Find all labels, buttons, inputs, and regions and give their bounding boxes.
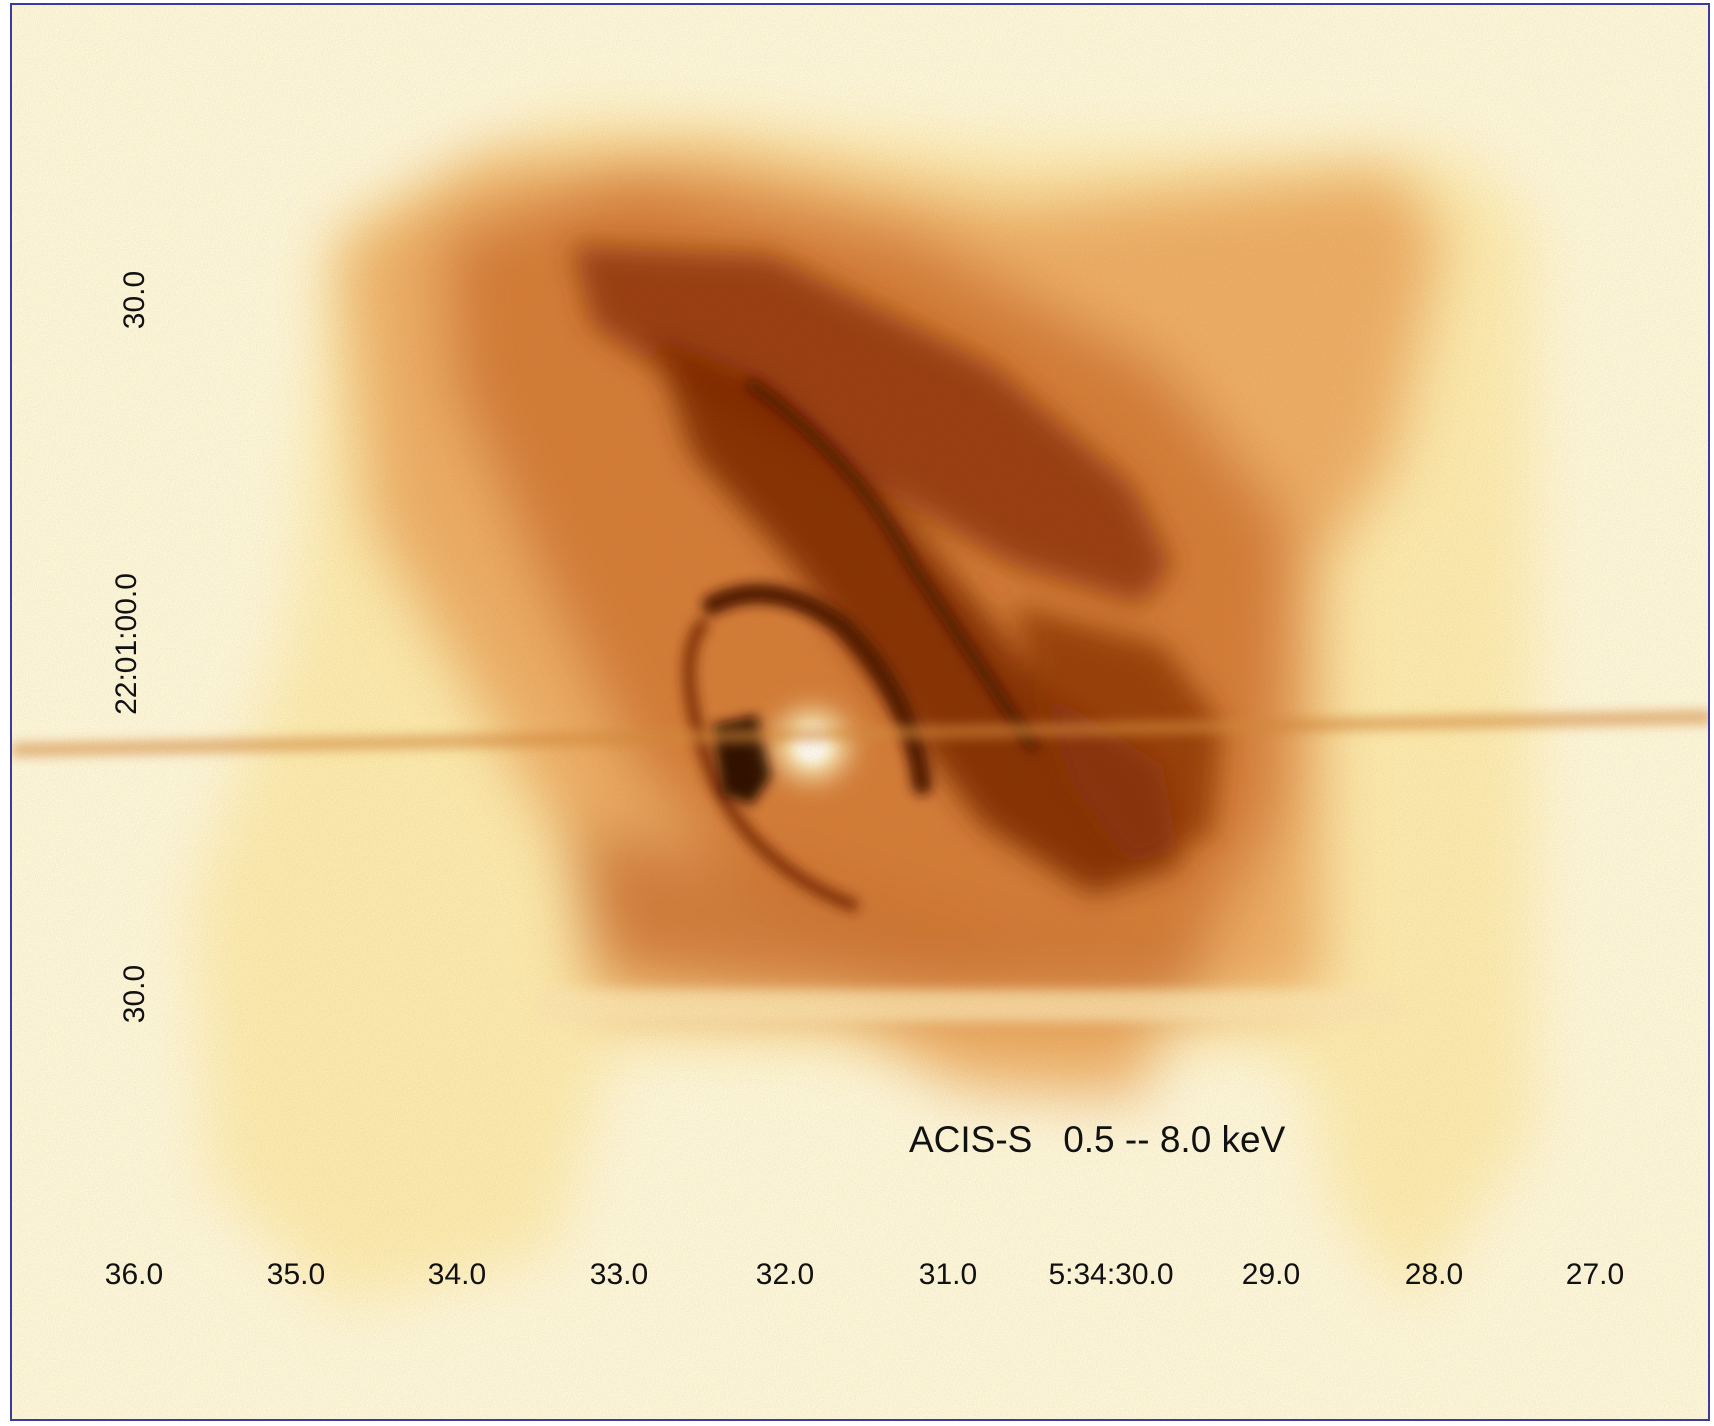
y-tick-label: 30.0 <box>118 964 152 1024</box>
xray-nebula-image <box>12 5 1708 1419</box>
x-tick-label: 5:34:30.0 <box>1048 1258 1174 1291</box>
y-tick-label: 30.0 <box>118 270 152 330</box>
image-frame: 30.0 22:01:00.0 30.0 36.0 35.0 34.0 33.0… <box>10 3 1710 1421</box>
x-tick-label: 28.0 <box>1404 1258 1464 1291</box>
x-tick-label: 32.0 <box>755 1258 815 1291</box>
photon-grain <box>12 5 1708 1419</box>
x-tick-label: 29.0 <box>1241 1258 1301 1291</box>
energy-band-caption: ACIS-S 0.5 -- 8.0 keV <box>909 1119 1286 1160</box>
x-tick-label: 36.0 <box>104 1258 164 1291</box>
x-tick-label: 31.0 <box>918 1258 978 1291</box>
y-tick-label: 22:01:00.0 <box>109 573 143 715</box>
x-tick-label: 34.0 <box>427 1258 487 1291</box>
x-tick-label: 33.0 <box>589 1258 649 1291</box>
x-tick-label: 35.0 <box>266 1258 326 1291</box>
x-tick-label: 27.0 <box>1565 1258 1625 1291</box>
